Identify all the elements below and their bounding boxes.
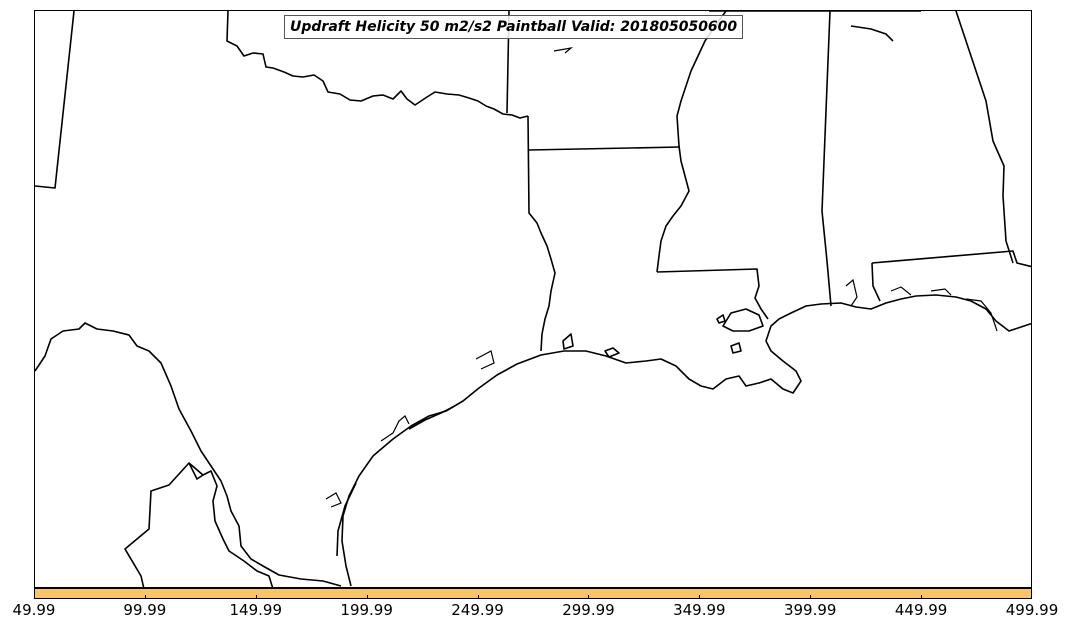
state-border-al-fl bbox=[871, 250, 1031, 268]
base-map bbox=[35, 11, 1031, 587]
state-border-tx-la bbox=[527, 115, 556, 352]
state-border-ar-la bbox=[528, 146, 681, 151]
mexico-state-border bbox=[124, 462, 274, 587]
colorbar-tick-mark bbox=[34, 595, 35, 599]
colorbar-tick-label: 399.99 bbox=[783, 601, 837, 619]
colorbar-tick-label: 349.99 bbox=[673, 601, 726, 619]
colorbar-tick-mark bbox=[588, 595, 590, 599]
state-border-nm-tx bbox=[35, 11, 75, 189]
colorbar-tick-mark bbox=[810, 595, 812, 599]
colorbar bbox=[34, 588, 1032, 599]
red-river-border bbox=[226, 11, 529, 119]
colorbar-tick-mark bbox=[477, 595, 479, 599]
colorbar-tick-label: 49.99 bbox=[12, 601, 56, 619]
colorbar-tick-mark bbox=[921, 595, 923, 599]
colorbar-tick-label: 499.99 bbox=[1005, 601, 1059, 619]
colorbar-tick-mark bbox=[255, 595, 257, 599]
state-border-la-ms bbox=[656, 268, 769, 320]
mississippi-river bbox=[656, 11, 727, 273]
map-title: Updraft Helicity 50 m2/s2 Paintball Vali… bbox=[284, 15, 744, 39]
colorbar-tick-label: 149.99 bbox=[229, 601, 283, 619]
colorbar-tick-label: 249.99 bbox=[451, 601, 504, 619]
lake-pontchartrain bbox=[722, 308, 764, 332]
colorbar-tick-label: 99.99 bbox=[123, 601, 167, 619]
colorbar-tick-label: 199.99 bbox=[340, 601, 393, 619]
colorbar-tick-mark bbox=[366, 595, 368, 599]
colorbar-tick-mark bbox=[1031, 595, 1032, 599]
state-border-ms-al bbox=[821, 11, 832, 307]
rio-grande bbox=[35, 322, 342, 587]
barrier-island bbox=[408, 406, 454, 430]
gulf-coast bbox=[341, 294, 1031, 587]
state-border-al-ga bbox=[955, 11, 1014, 264]
colorbar-tick-mark bbox=[699, 595, 701, 599]
colorbar-tick-label: 299.99 bbox=[562, 601, 615, 619]
colorbar-tick-mark bbox=[144, 595, 146, 599]
colorbar-tick-label: 449.99 bbox=[894, 601, 948, 619]
map-panel bbox=[34, 10, 1032, 588]
